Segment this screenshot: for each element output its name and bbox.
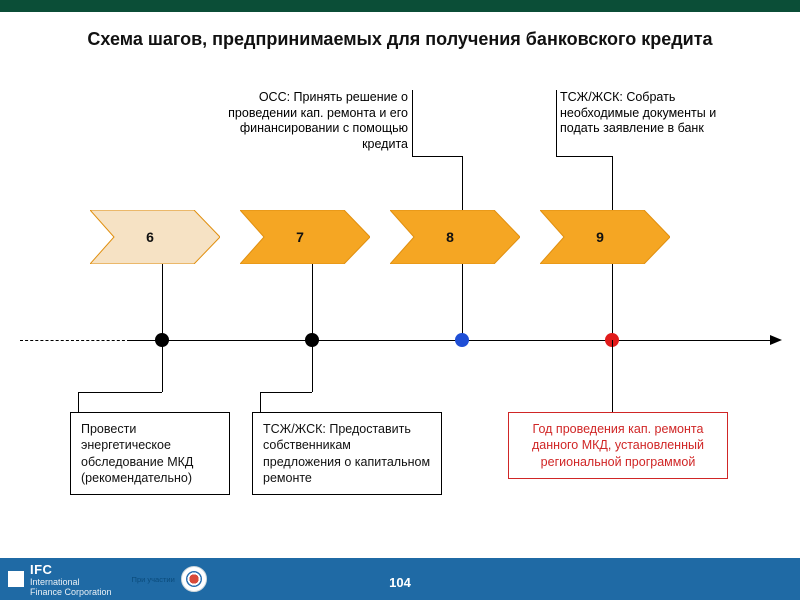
callout-box: ТСЖ/ЖСК: Предоставить собственникам пред… (252, 412, 442, 495)
box-leader (78, 392, 79, 412)
page-title: Схема шагов, предпринимаемых для получен… (0, 28, 800, 51)
callout-box: Провести энергетическое обследование МКД… (70, 412, 230, 495)
callout-text: ОСС: Принять решение о проведении кап. р… (208, 90, 408, 153)
callout-box: Год проведения кап. ремонта данного МКД,… (508, 412, 728, 479)
timeline-arrowhead-icon (770, 335, 782, 345)
arrow-to-timeline-connector (462, 264, 463, 340)
callout-text: ТСЖ/ЖСК: Собрать необходимые документы и… (560, 90, 750, 137)
step-arrow-7: 7 (240, 210, 370, 264)
timeline-solid (130, 340, 770, 341)
step-arrow-9: 9 (540, 210, 670, 264)
callout-leader (556, 90, 557, 156)
box-leader (312, 340, 313, 392)
callout-top: ТСЖ/ЖСК: Собрать необходимые документы и… (560, 90, 750, 137)
timeline-dashed (20, 340, 130, 341)
callout-leader (412, 90, 413, 156)
box-leader (260, 392, 312, 393)
top-bar (0, 0, 800, 12)
box-leader (260, 392, 261, 412)
step-arrow-8: 8 (390, 210, 520, 264)
box-leader (162, 340, 163, 392)
step-arrow-label: 6 (98, 210, 202, 264)
box-leader (612, 340, 613, 412)
step-arrow-row: 6789 (0, 210, 800, 280)
arrow-to-timeline-connector (612, 264, 613, 340)
callout-top: ОСС: Принять решение о проведении кап. р… (208, 90, 408, 153)
callout-leader (556, 156, 612, 157)
step-arrow-label: 8 (398, 210, 502, 264)
callout-leader (462, 156, 463, 210)
footer-bar: IFC International Finance Corporation Пр… (0, 558, 800, 600)
step-arrow-label: 9 (548, 210, 652, 264)
timeline-dot (455, 333, 469, 347)
page-number: 104 (0, 575, 800, 590)
step-arrow-label: 7 (248, 210, 352, 264)
arrow-to-timeline-connector (162, 264, 163, 340)
arrow-to-timeline-connector (312, 264, 313, 340)
box-leader (78, 392, 162, 393)
callout-leader (612, 156, 613, 210)
timeline (0, 340, 800, 342)
step-arrow-6: 6 (90, 210, 220, 264)
callout-leader (412, 156, 462, 157)
diagram-canvas: Схема шагов, предпринимаемых для получен… (0, 0, 800, 600)
